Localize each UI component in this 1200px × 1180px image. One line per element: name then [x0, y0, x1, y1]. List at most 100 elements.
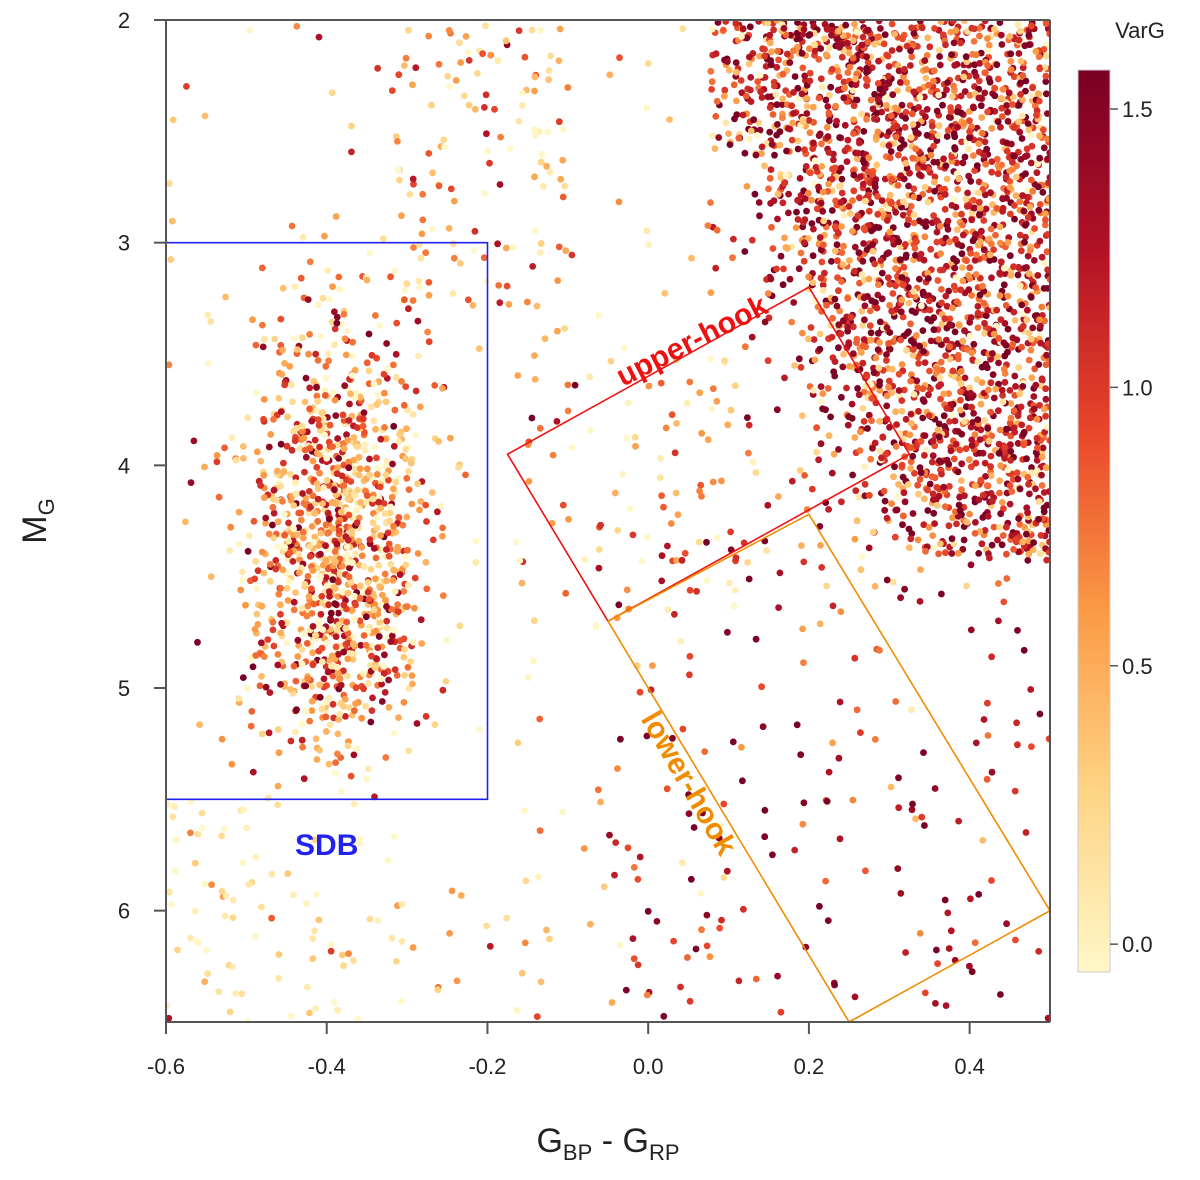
- scatter-point: [671, 610, 678, 618]
- scatter-point: [166, 801, 172, 808]
- scatter-point: [811, 41, 818, 49]
- scatter-point: [919, 288, 927, 296]
- scatter-point: [929, 77, 937, 85]
- scatter-point: [849, 796, 857, 804]
- scatter-point: [1020, 646, 1028, 654]
- scatter-point: [679, 25, 687, 33]
- scatter-point: [948, 550, 956, 557]
- scatter-point: [871, 582, 879, 590]
- scatter-point: [1042, 216, 1049, 224]
- scatter-point: [290, 502, 298, 509]
- scatter-point: [856, 194, 863, 202]
- scatter-point: [886, 280, 894, 288]
- scatter-point: [863, 69, 870, 76]
- scatter-point: [999, 398, 1007, 406]
- scatter-point: [1012, 192, 1020, 200]
- scatter-point: [439, 592, 447, 599]
- scatter-point: [297, 274, 305, 282]
- scatter-point: [313, 756, 321, 763]
- scatter-point: [878, 454, 885, 462]
- scatter-point: [902, 251, 910, 259]
- scatter-point: [905, 182, 912, 190]
- scatter-point: [306, 717, 314, 725]
- scatter-point: [935, 492, 943, 500]
- scatter-point: [355, 471, 363, 479]
- scatter-point: [952, 211, 959, 219]
- scatter-point: [411, 604, 418, 612]
- scatter-point: [727, 528, 734, 536]
- scatter-point: [341, 382, 349, 390]
- scatter-point: [946, 483, 953, 490]
- scatter-point: [731, 586, 739, 594]
- scatter-point: [959, 221, 966, 229]
- scatter-point: [841, 121, 849, 129]
- scatter-point: [996, 524, 1003, 531]
- scatter-point: [387, 638, 395, 645]
- scatter-point: [381, 570, 389, 578]
- scatter-point: [449, 240, 457, 248]
- scatter-point: [357, 582, 364, 590]
- scatter-point: [273, 496, 281, 504]
- scatter-point: [999, 195, 1007, 203]
- scatter-point: [900, 386, 908, 394]
- scatter-point: [838, 223, 845, 230]
- scatter-point: [356, 465, 364, 472]
- scatter-point: [294, 653, 302, 660]
- scatter-point: [587, 920, 594, 928]
- scatter-point: [815, 132, 823, 140]
- scatter-point: [998, 499, 1006, 506]
- scatter-point: [885, 63, 893, 70]
- scatter-point: [846, 257, 853, 264]
- scatter-point: [1024, 557, 1032, 564]
- scatter-point: [336, 675, 343, 683]
- scatter-point: [835, 446, 842, 453]
- scatter-point: [797, 249, 805, 257]
- scatter-point: [227, 523, 235, 531]
- scatter-point: [1004, 117, 1012, 125]
- scatter-point: [417, 254, 425, 262]
- scatter-point: [1042, 210, 1049, 218]
- scatter-point: [406, 191, 414, 198]
- scatter-point: [544, 128, 551, 136]
- scatter-point: [258, 639, 265, 647]
- scatter-point: [377, 675, 385, 683]
- scatter-point: [306, 331, 313, 338]
- scatter-point: [729, 254, 736, 262]
- scatter-point: [752, 635, 760, 643]
- scatter-point: [922, 66, 930, 73]
- scatter-point: [950, 130, 958, 138]
- scatter-point: [894, 62, 902, 70]
- scatter-point: [874, 96, 882, 103]
- scatter-point: [331, 585, 339, 592]
- scatter-point: [998, 113, 1006, 120]
- scatter-point: [925, 275, 932, 282]
- scatter-point: [528, 414, 536, 422]
- scatter-point: [984, 306, 991, 314]
- scatter-point: [344, 589, 352, 597]
- scatter-point: [752, 151, 760, 159]
- scatter-point: [287, 1012, 295, 1020]
- scatter-point: [976, 32, 983, 40]
- scatter-point: [521, 807, 528, 814]
- scatter-point: [326, 421, 334, 429]
- scatter-point: [942, 352, 949, 359]
- scatter-point: [394, 608, 402, 615]
- scatter-point: [394, 166, 402, 174]
- scatter-point: [383, 340, 390, 347]
- scatter-point: [403, 513, 411, 521]
- scatter-point: [1015, 36, 1023, 44]
- scatter-point: [960, 120, 968, 127]
- scatter-point: [299, 743, 306, 751]
- scatter-point: [395, 714, 402, 721]
- scatter-point: [1002, 425, 1010, 433]
- scatter-point: [905, 216, 912, 224]
- scatter-point: [698, 429, 706, 437]
- scatter-point: [629, 935, 637, 942]
- scatter-point: [815, 183, 822, 191]
- scatter-point: [532, 132, 539, 139]
- scatter-point: [774, 972, 781, 980]
- scatter-point: [724, 628, 731, 636]
- scatter-point: [244, 547, 252, 555]
- scatter-point: [416, 506, 423, 514]
- scatter-point: [910, 340, 918, 347]
